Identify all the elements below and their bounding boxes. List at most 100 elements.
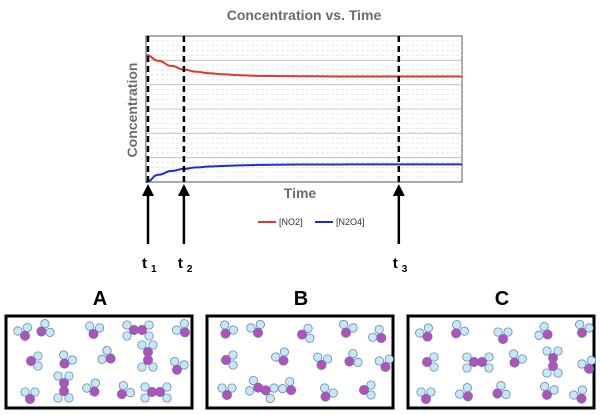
oxygen-atom [455, 389, 465, 399]
oxygen-atom [144, 331, 154, 341]
y-axis-label: Concentration [124, 63, 140, 158]
nitrogen-atom [422, 357, 432, 367]
oxygen-atom [228, 360, 238, 370]
nitrogen-atom [116, 389, 127, 400]
oxygen-atom [53, 371, 63, 381]
oxygen-atom [366, 390, 376, 400]
oxygen-atom [584, 323, 594, 333]
nitrogen-atom [143, 355, 153, 365]
oxygen-atom [501, 389, 511, 399]
no2-molecule [493, 327, 513, 344]
nitrogen-atom [422, 331, 433, 342]
nitrogen-atom [359, 385, 369, 395]
time-marker-subscript: 1 [151, 264, 157, 275]
nitrogen-atom [509, 357, 520, 368]
oxygen-atom [313, 352, 323, 362]
oxygen-atom [278, 384, 288, 394]
nitrogen-atom [451, 328, 462, 339]
nitrogen-atom [492, 388, 503, 399]
oxygen-atom [137, 362, 147, 372]
nitrogen-atom [380, 362, 391, 372]
n2o4-molecule [542, 346, 563, 378]
no2-molecule [569, 385, 587, 404]
no2-molecule [509, 349, 527, 368]
nitrogen-atom [548, 361, 558, 371]
nitrogen-atom [172, 364, 182, 375]
n2o4-molecule [137, 340, 158, 372]
n2o4-molecule [245, 375, 279, 403]
oxygen-atom [542, 368, 552, 378]
oxygen-atom [462, 363, 472, 373]
oxygen-atom [540, 381, 550, 392]
oxygen-atom [553, 346, 563, 356]
panel-label: B [294, 288, 308, 310]
oxygen-atom [279, 347, 289, 357]
oxygen-atom [172, 325, 182, 335]
series-line-no2 [145, 53, 462, 78]
no2-molecule [359, 380, 376, 400]
oxygen-atom [140, 393, 150, 403]
no2-molecule [220, 320, 238, 339]
oxygen-atom [248, 375, 258, 386]
oxygen-atom [179, 319, 189, 329]
time-marker-subscript: 2 [187, 264, 193, 275]
no2-molecule [540, 381, 559, 400]
nitrogen-atom [297, 329, 307, 340]
no2-molecule [320, 383, 338, 402]
oxygen-atom [575, 319, 585, 330]
oxygen-atom [384, 354, 394, 364]
no2-molecule [172, 319, 190, 338]
x-axis-label: Time [284, 185, 317, 201]
nitrogen-atom [253, 327, 263, 338]
no2-molecule [221, 350, 238, 370]
nitrogen-atom [221, 355, 231, 365]
no2-molecule [451, 320, 469, 339]
no2-molecule [339, 319, 358, 338]
series-line-n2o4 [145, 163, 462, 183]
oxygen-atom [228, 350, 238, 360]
nitrogen-atom [26, 356, 36, 366]
oxygen-atom [227, 383, 237, 393]
arrow-head-icon [177, 184, 190, 196]
oxygen-atom [53, 393, 63, 403]
nitrogen-atom [137, 325, 147, 335]
no2-molecule [217, 383, 237, 400]
oxygen-atom [102, 346, 112, 356]
nitrogen-atom [286, 385, 297, 396]
oxygen-atom [509, 349, 519, 359]
oxygen-atom [429, 352, 439, 362]
oxygen-atom [493, 327, 503, 337]
no2-molecule [313, 352, 333, 370]
oxygen-atom [33, 351, 43, 361]
nitrogen-atom [542, 329, 553, 340]
oxygen-atom [85, 321, 95, 331]
arrow-head-icon [392, 184, 405, 196]
oxygen-atom [374, 356, 384, 366]
oxygen-atom [539, 322, 549, 332]
oxygen-atom [118, 381, 128, 391]
plot-area [145, 35, 463, 183]
legend: [NO2] [N2O4] [258, 217, 365, 227]
nitrogen-atom [498, 334, 508, 344]
oxygen-atom [366, 380, 376, 390]
nitrogen-atom [421, 394, 431, 404]
oxygen-atom [374, 325, 384, 335]
oxygen-atom [228, 325, 238, 335]
oxygen-atom [82, 383, 92, 393]
oxygen-atom [122, 331, 132, 341]
gridlines [146, 40, 462, 178]
n2o4-molecule [462, 352, 494, 373]
n2o4-molecule [122, 320, 154, 341]
oxygen-atom [549, 385, 559, 395]
nitrogen-atom [20, 330, 30, 341]
oxygen-atom [162, 382, 172, 392]
oxygen-atom [305, 333, 315, 343]
oxygen-atom [426, 387, 436, 397]
nitrogen-atom [477, 357, 487, 367]
oxygen-atom [122, 320, 132, 330]
oxygen-atom [452, 320, 462, 330]
no2-molecule [344, 349, 363, 367]
time-marker-label: t [393, 255, 398, 272]
time-marker-label: t [142, 255, 147, 272]
oxygen-atom [553, 368, 563, 378]
